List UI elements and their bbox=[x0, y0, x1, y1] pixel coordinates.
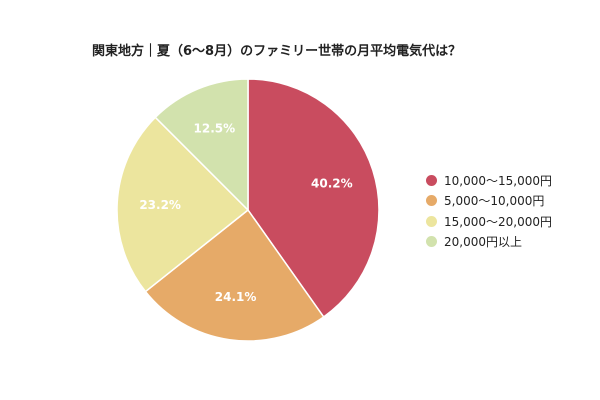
slice-data-label: 24.1% bbox=[215, 290, 257, 304]
pie-slice[interactable] bbox=[144, 208, 325, 342]
legend-swatch bbox=[426, 174, 437, 186]
legend-label: 5,000〜10,000円 bbox=[444, 194, 545, 209]
legend: 10,000〜15,000円 5,000〜10,000円 15,000〜20,0… bbox=[426, 170, 596, 252]
legend-label: 10,000〜15,000円 bbox=[444, 173, 552, 188]
slice-data-label: 40.2% bbox=[311, 176, 353, 190]
legend-item[interactable]: 10,000〜15,000円 bbox=[426, 170, 596, 191]
legend-item[interactable]: 20,000円以上 bbox=[426, 232, 596, 253]
legend-item[interactable]: 15,000〜20,000円 bbox=[426, 211, 596, 232]
legend-label: 15,000〜20,000円 bbox=[444, 214, 552, 229]
pie-slice[interactable] bbox=[116, 116, 250, 293]
chart-title: 関東地方｜夏（6〜8月）のファミリー世帯の月平均電気代は？ bbox=[92, 44, 462, 59]
slice-data-label: 12.5% bbox=[194, 122, 236, 136]
slice-data-label: 23.2% bbox=[139, 198, 181, 212]
legend-swatch bbox=[426, 236, 437, 248]
pie-slice[interactable] bbox=[247, 78, 380, 318]
legend-swatch bbox=[426, 215, 437, 227]
legend-item[interactable]: 5,000〜10,000円 bbox=[426, 191, 596, 212]
pie-slice[interactable] bbox=[154, 78, 249, 212]
legend-swatch bbox=[426, 195, 437, 207]
legend-label: 20,000円以上 bbox=[444, 235, 522, 250]
